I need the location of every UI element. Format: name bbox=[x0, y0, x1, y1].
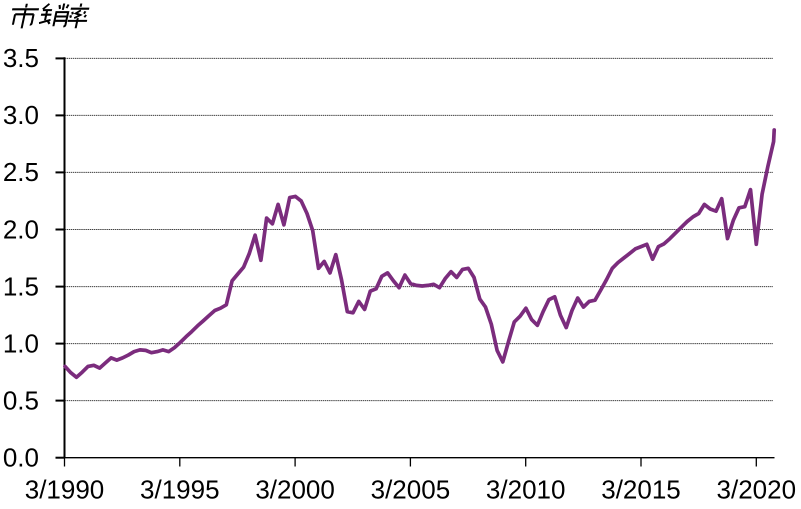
svg-text:3/1990: 3/1990 bbox=[25, 475, 105, 505]
svg-text:1.5: 1.5 bbox=[3, 271, 39, 301]
svg-text:3/2005: 3/2005 bbox=[371, 475, 451, 505]
svg-text:3/2015: 3/2015 bbox=[601, 475, 681, 505]
svg-text:3/2020: 3/2020 bbox=[717, 475, 797, 505]
svg-text:0.5: 0.5 bbox=[3, 385, 39, 415]
svg-text:2.0: 2.0 bbox=[3, 214, 39, 244]
svg-text:3.0: 3.0 bbox=[3, 100, 39, 130]
svg-text:2.5: 2.5 bbox=[3, 157, 39, 187]
svg-text:3/2010: 3/2010 bbox=[486, 475, 566, 505]
svg-text:3/1995: 3/1995 bbox=[140, 475, 220, 505]
svg-text:3.5: 3.5 bbox=[3, 43, 39, 73]
svg-text:1.0: 1.0 bbox=[3, 328, 39, 358]
svg-text:0.0: 0.0 bbox=[3, 443, 39, 473]
svg-text:3/2000: 3/2000 bbox=[255, 475, 335, 505]
